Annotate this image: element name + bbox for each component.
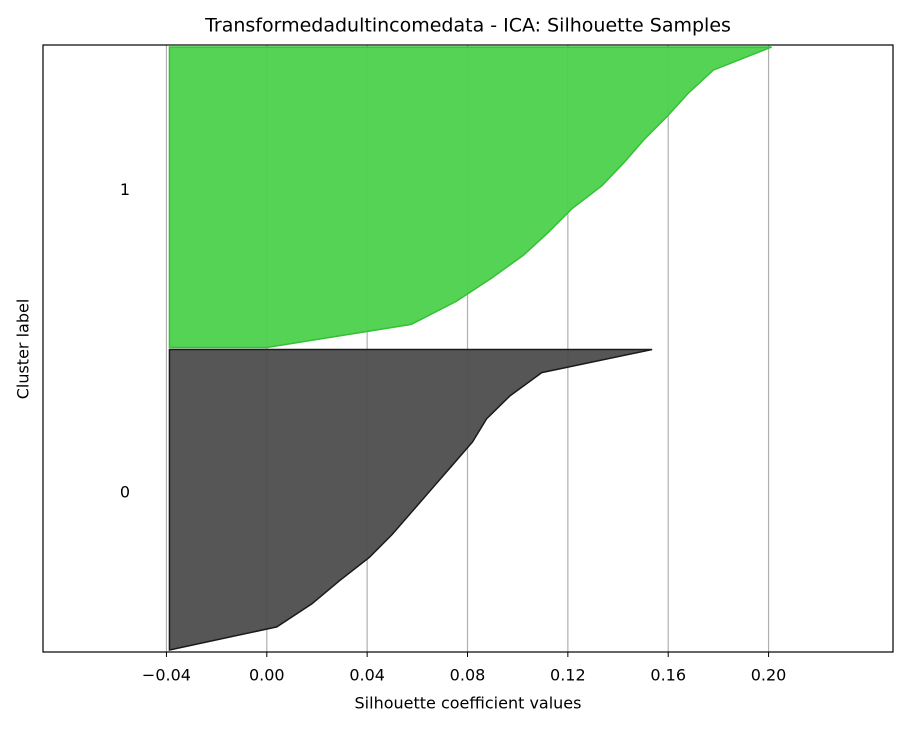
silhouette-area: [168, 348, 653, 651]
silhouette-area: [168, 46, 772, 349]
x-tick-label: −0.04: [142, 666, 191, 685]
x-tick-label: 0.20: [751, 666, 787, 685]
cluster-label: 0: [120, 482, 130, 501]
x-tick-label: 0.12: [550, 666, 586, 685]
x-tick-label: 0.16: [650, 666, 686, 685]
cluster-label: 1: [120, 180, 130, 199]
x-tick-label: 0.00: [249, 666, 285, 685]
x-tick-label: 0.04: [349, 666, 385, 685]
plot-frame: [42, 44, 894, 653]
x-tick-label: 0.08: [450, 666, 486, 685]
x-axis-label: Silhouette coefficient values: [355, 694, 582, 713]
y-axis-label: Cluster label: [14, 299, 33, 400]
chart-title: Transformedadultincomedata - ICA: Silhou…: [204, 15, 731, 37]
